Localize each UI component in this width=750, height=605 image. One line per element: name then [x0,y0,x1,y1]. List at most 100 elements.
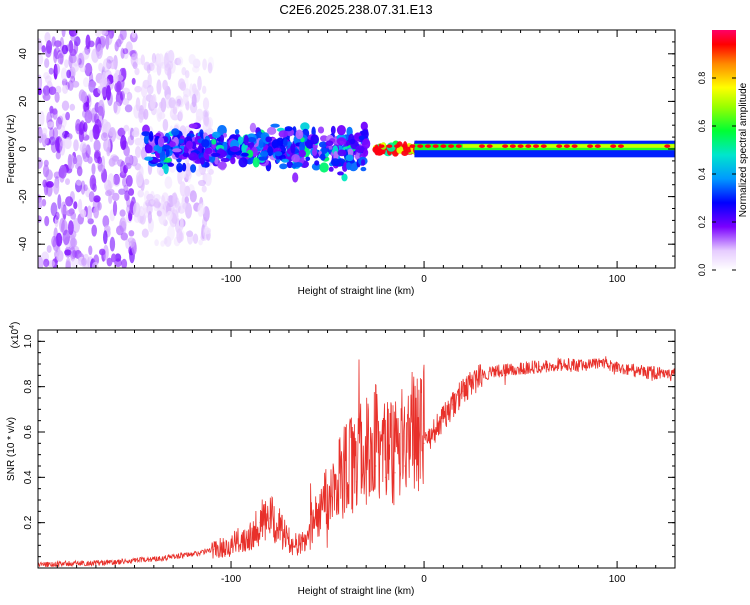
spectrogram-cell [141,131,150,137]
spectrogram-cell [191,141,197,150]
spectrogram-cell [55,151,61,160]
spectrogram-cell [54,63,61,75]
spectrogram-cell [83,77,90,88]
spectrogram-cell [132,61,138,70]
spectrogram-cell [71,63,79,73]
spectrogram-cell [238,157,248,168]
spectrogram-cell [106,55,114,64]
spectrogram-cell [321,147,328,155]
y-tick-label: 40 [18,48,29,60]
spectrogram-cell [202,206,210,222]
spectrogram-cell [65,209,74,217]
spectrogram-cell [138,165,144,178]
spectrogram-cell [69,103,76,111]
spectrogram-cell [156,79,162,95]
svg-text:(x104): (x104) [9,322,21,349]
spectrogram-cell [116,225,124,236]
spectrogram-cell [53,171,61,179]
spectrogram-cell [234,129,240,135]
spectrogram-cell [64,249,72,256]
spectrogram-cell [214,156,219,165]
spectrogram-cell [81,49,90,60]
spectrogram-cell [202,85,207,95]
spectrogram-cell [103,230,108,245]
spectrogram-cell [66,69,72,79]
x-tick-label: -100 [221,274,241,285]
spectrogram-cell [80,180,86,195]
spectrogram-cell [60,67,68,81]
spectrogram-cell [360,166,367,172]
spectrogram-cell [56,250,64,262]
spectrogram-cell [80,209,87,218]
snr-point [442,417,444,419]
spectrogram-cell [49,127,55,140]
colorbar: 0.0 0.2 0.4 0.6 0.8 Normalized spectral ampl… [697,30,749,276]
snr-point [597,363,599,365]
spectrogram-cell [99,248,106,256]
spectrogram-cell [328,144,333,150]
spectrogram-cell [105,190,112,197]
y-tick-label: -20 [18,189,29,204]
spectrogram-cell [258,139,264,149]
spectrogram-cell [184,196,189,204]
snr-point [317,522,319,524]
spectrogram-cell [320,135,328,142]
spectrogram-cell [109,59,116,70]
spectrogram-peak [478,144,485,148]
spectrogram-cell [54,40,62,48]
spectrogram-cell [145,199,151,207]
spectrogram-cell [185,101,190,111]
spectrogram-cell [106,257,113,267]
snr-point [326,510,329,512]
y-tick-label: 0.2 [23,515,34,529]
spectrogram-peak [424,144,431,148]
spectrogram-cell [151,65,157,73]
colorbar-tick-label: 0.8 [697,72,707,85]
spectrogram-cell [115,90,123,107]
snr-point [577,365,580,367]
spectrogram-cell [117,127,126,137]
spectrogram-cell [90,107,98,123]
spectrogram-peak [664,144,671,148]
spectrogram-cell [48,86,57,95]
spectrogram-cell [336,125,346,136]
spectrogram-cell [65,178,70,186]
snr-multiplier-base: (x10 [10,328,21,348]
spectrogram-cell [99,78,107,88]
spectrogram-cell [72,250,77,258]
spectrogram-cell [121,258,128,268]
colorbar-gradient [712,30,736,270]
spectrogram-ylabel: Frequency (Hz) [6,115,17,184]
spectrogram-cell [336,137,347,146]
spectrogram-cell [84,62,93,77]
snr-point [336,499,338,501]
spectrogram-cell [62,229,70,245]
spectrogram-peak [563,144,570,148]
spectrogram-peak [448,144,455,148]
spectrogram-cell [186,230,194,237]
spectrogram-cell [156,162,164,168]
spectrogram-cell [266,126,277,135]
spectrogram-peak [409,144,416,148]
spectrogram-cell [93,151,101,164]
spectrogram-cell [70,75,75,83]
spectrogram-cell [81,259,87,268]
spectrogram-cell [120,220,127,235]
spectrogram-cell [211,152,221,157]
spectrogram-cell [401,150,409,156]
spectrogram-cell [119,30,127,41]
spectrogram-cell [161,145,172,150]
snr-point [278,526,280,528]
spectrogram-cell [211,138,217,145]
spectrogram-cell [160,240,165,247]
spectrogram-peak [571,144,578,148]
figure-title: C2E6.2025.238.07.31.E13 [279,2,432,17]
spectrogram-cell [101,168,108,183]
spectrogram-cell [50,202,58,217]
spectrogram-cell [78,198,83,214]
spectrogram-cell [60,201,67,216]
spectrogram-cell [83,122,88,132]
spectrogram-cell [247,137,257,143]
